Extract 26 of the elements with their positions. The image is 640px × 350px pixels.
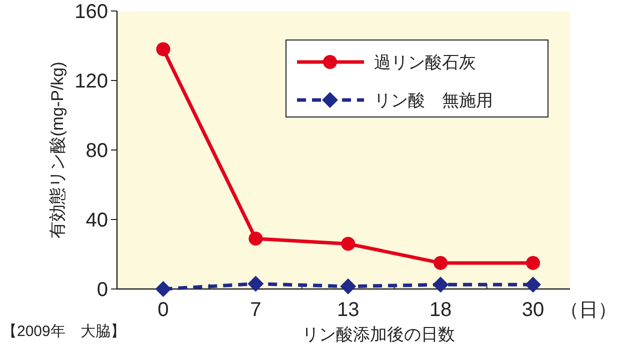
x-tick-label: 13 bbox=[336, 299, 360, 321]
point bbox=[525, 276, 542, 293]
y-axis-title: 有効態リン酸(mg-P/kg) bbox=[48, 62, 67, 238]
point bbox=[340, 278, 356, 294]
y-tick-label: 160 bbox=[74, 1, 108, 23]
point bbox=[155, 281, 172, 297]
x-axis-title: リン酸添加後の日数 bbox=[302, 325, 455, 344]
y-tick-label: 40 bbox=[86, 210, 108, 232]
y-tick-label: 0 bbox=[96, 279, 108, 301]
y-tick-label: 120 bbox=[74, 70, 108, 92]
legend-label: リン酸 無施用 bbox=[374, 91, 493, 110]
text: 【2009年 大脇】 bbox=[2, 323, 126, 340]
x-tick-label: 18 bbox=[429, 299, 452, 321]
point bbox=[434, 256, 448, 270]
point bbox=[341, 236, 356, 251]
x-tick-label: 30 bbox=[522, 299, 544, 321]
point bbox=[526, 256, 540, 270]
x-tick-label: 0 bbox=[158, 299, 169, 321]
legend-label: 過リン酸石灰 bbox=[374, 53, 476, 72]
y-tick-label: 80 bbox=[86, 140, 108, 162]
point bbox=[248, 276, 264, 292]
text: （日） bbox=[560, 300, 617, 321]
x-tick-label: 7 bbox=[250, 299, 262, 321]
point bbox=[432, 276, 449, 293]
point bbox=[248, 232, 263, 246]
point bbox=[156, 42, 170, 56]
